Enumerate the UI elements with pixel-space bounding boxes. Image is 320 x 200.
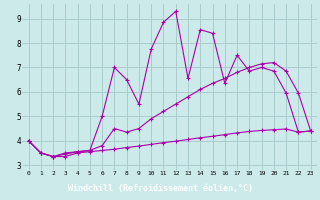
Text: Windchill (Refroidissement éolien,°C): Windchill (Refroidissement éolien,°C) <box>68 184 252 193</box>
